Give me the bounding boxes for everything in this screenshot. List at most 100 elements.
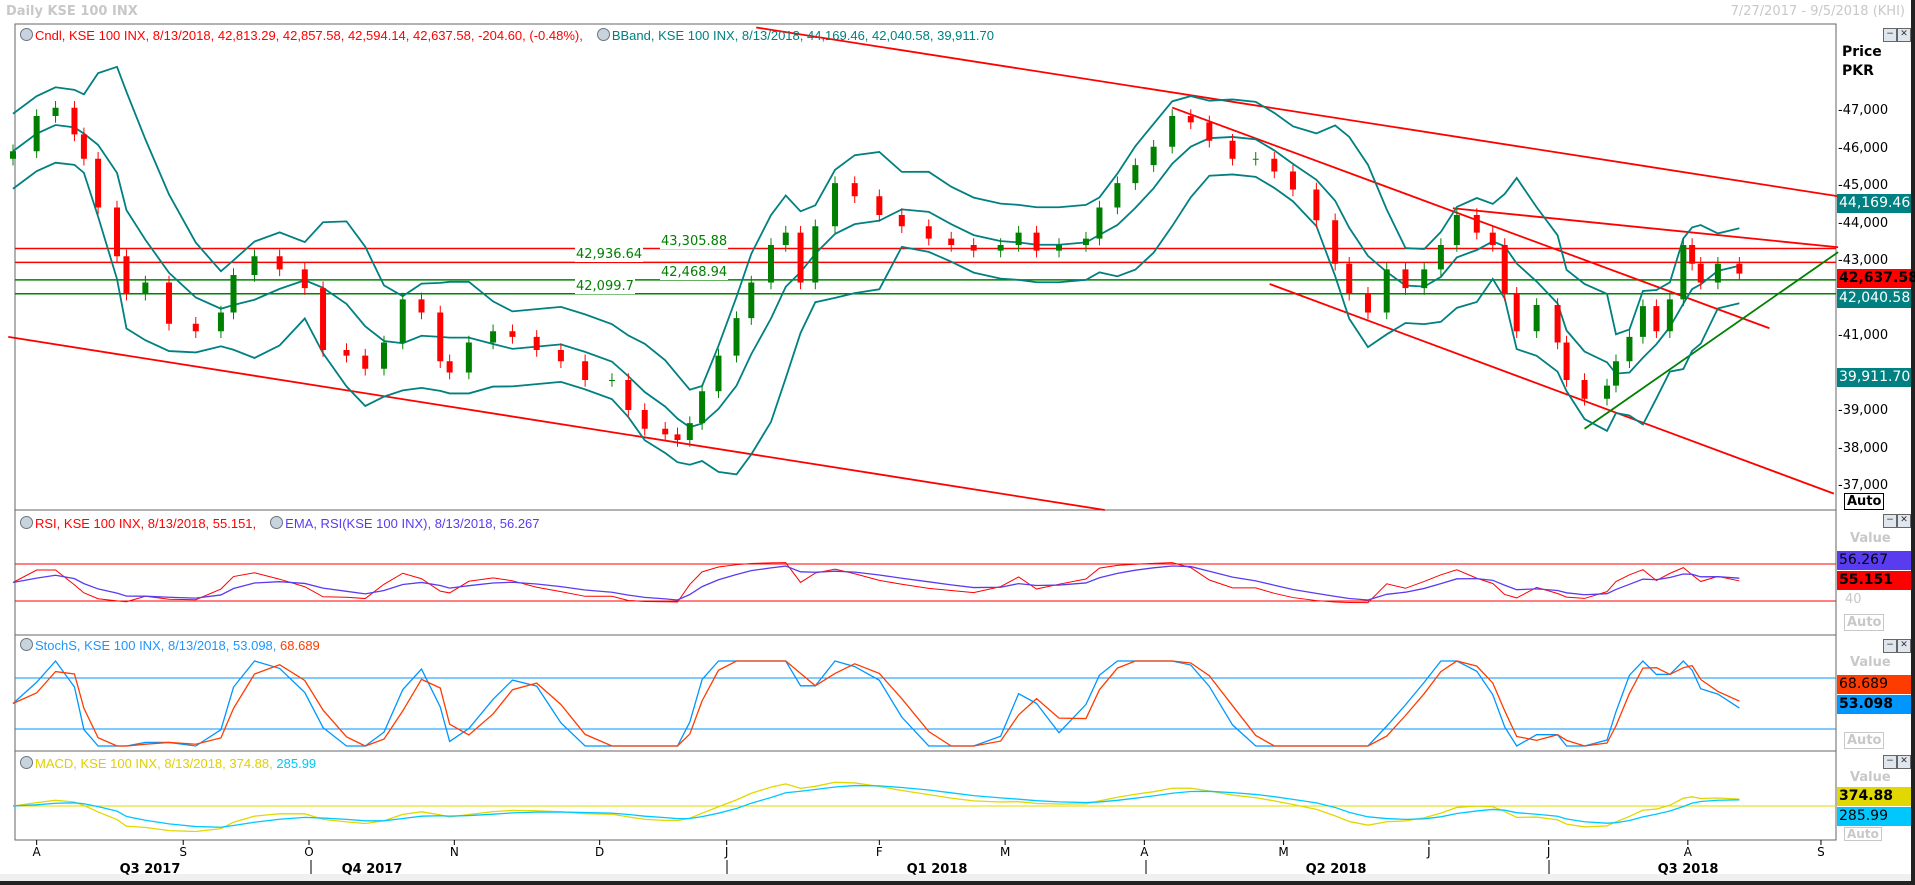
- candle: [343, 350, 350, 356]
- level-label: 42,936.64: [575, 247, 644, 263]
- rsi-auto-button[interactable]: Auto: [1844, 614, 1885, 631]
- candle: [1346, 263, 1353, 294]
- candle: [1033, 232, 1040, 251]
- clock-icon[interactable]: [20, 28, 33, 41]
- candle: [320, 288, 327, 350]
- candle: [533, 336, 540, 350]
- candle: [1639, 306, 1646, 337]
- candle: [1364, 293, 1371, 313]
- candle: [1533, 305, 1540, 332]
- level-label: 43,305.88: [660, 233, 729, 249]
- minimize-icon[interactable]: −: [1883, 28, 1897, 42]
- price-auto-button[interactable]: Auto: [1844, 493, 1885, 510]
- close-icon[interactable]: ✕: [1897, 755, 1911, 769]
- close-icon[interactable]: ✕: [1897, 639, 1911, 653]
- quarter-label: Q2 2018: [1305, 862, 1367, 877]
- trendline: [1269, 283, 1835, 495]
- bb-mid-label: 42,040.58: [1837, 289, 1911, 308]
- month-label: J: [1427, 845, 1431, 859]
- candle: [1206, 122, 1213, 141]
- stoch-d-legend-text: 68.689: [280, 638, 320, 653]
- rsi-legend-row: RSI, KSE 100 INX, 8/13/2018, 55.151, EMA…: [20, 516, 540, 531]
- month-label: S: [1817, 845, 1825, 859]
- candle: [1421, 269, 1428, 289]
- stoch-k-value-label: 53.098: [1837, 695, 1911, 714]
- candle: [812, 226, 819, 283]
- price-tick: -47,000: [1838, 103, 1889, 118]
- candle: [1114, 183, 1121, 208]
- candle: [1150, 146, 1157, 166]
- clock-icon[interactable]: [20, 638, 33, 651]
- candle: [251, 256, 258, 275]
- candle: [230, 275, 237, 313]
- candle: [876, 196, 883, 215]
- clock-icon[interactable]: [20, 756, 33, 769]
- candle: [166, 282, 173, 324]
- trendline: [1171, 106, 1770, 330]
- minimize-icon[interactable]: −: [1883, 755, 1897, 769]
- minimize-icon[interactable]: −: [1883, 639, 1897, 653]
- candle: [1489, 232, 1496, 245]
- macd-legend: MACD, KSE 100 INX, 8/13/2018, 374.88, 28…: [20, 756, 316, 771]
- candle: [767, 245, 774, 283]
- horizontal-scrollbar[interactable]: [0, 874, 1911, 881]
- candle: [832, 183, 839, 227]
- bband-upper-line: [12, 65, 1740, 391]
- bband-legend-text: BBand, KSE 100 INX, 8/13/2018, 44,169.46…: [611, 28, 994, 43]
- rsi-value-title: Value: [1850, 531, 1891, 546]
- signal-value-label: 285.99: [1837, 807, 1911, 826]
- minimize-icon[interactable]: −: [1883, 514, 1897, 528]
- rsi-value-label: 55.151: [1837, 571, 1911, 590]
- ema-legend-text: EMA, RSI(KSE 100 INX), 8/13/2018, 56.267: [285, 516, 540, 531]
- bband-legend: BBand, KSE 100 INX, 8/13/2018, 44,169.46…: [596, 28, 994, 43]
- candle: [699, 391, 706, 424]
- ema-value-label: 56.267: [1837, 551, 1911, 570]
- price-legend-row: Cndl, KSE 100 INX, 8/13/2018, 42,813.29,…: [20, 28, 994, 43]
- candle: [490, 331, 497, 343]
- clock-icon[interactable]: [270, 516, 284, 529]
- price-tick: -39,000: [1838, 403, 1889, 418]
- candle: [686, 423, 693, 440]
- stoch-auto-button[interactable]: Auto: [1844, 732, 1885, 749]
- month-label: A: [1140, 845, 1149, 859]
- rsi-tick-40: 40: [1845, 592, 1862, 607]
- candle: [797, 232, 804, 283]
- quarter-label: Q1 2018: [906, 862, 968, 877]
- candle: [557, 350, 564, 362]
- candle: [1581, 380, 1588, 399]
- candle: [733, 318, 740, 356]
- candle: [71, 107, 78, 135]
- candle: [301, 269, 308, 289]
- candle: [970, 245, 977, 251]
- quarter-label: Q3 2018: [1657, 862, 1719, 877]
- candle: [1501, 245, 1508, 294]
- close-icon[interactable]: ✕: [1897, 514, 1911, 528]
- level-label: 42,099.7: [575, 278, 635, 294]
- date-range: 7/27/2017 - 9/5/2018 (KHI): [1730, 4, 1905, 19]
- candle: [399, 299, 406, 343]
- ema-legend: EMA, RSI(KSE 100 INX), 8/13/2018, 56.267: [270, 516, 540, 531]
- clock-icon[interactable]: [596, 28, 610, 41]
- month-label: A: [32, 845, 41, 859]
- candle-legend: Cndl, KSE 100 INX, 8/13/2018, 42,813.29,…: [20, 28, 583, 43]
- price-tick: -38,000: [1838, 440, 1889, 456]
- clock-icon[interactable]: [20, 516, 33, 529]
- macd-signal-line: [12, 784, 1740, 828]
- stoch-legend-text: StochS, KSE 100 INX, 8/13/2018, 53.098,: [35, 638, 277, 653]
- candle: [851, 183, 858, 197]
- candle: [674, 434, 681, 440]
- candle: [1169, 116, 1176, 147]
- candle: [1453, 215, 1460, 245]
- month-label: A: [1683, 845, 1692, 859]
- candle: [114, 207, 121, 257]
- bband-lower-line: [12, 161, 1740, 476]
- price-tick: -41,000: [1838, 328, 1889, 343]
- close-icon[interactable]: ✕: [1897, 28, 1911, 42]
- price-axis-title: Price: [1842, 44, 1882, 60]
- candle: [80, 134, 87, 159]
- macd-auto-button[interactable]: Auto: [1844, 827, 1882, 841]
- candle: [1689, 245, 1696, 264]
- rsi-line: [12, 562, 1740, 604]
- candle: [625, 380, 632, 410]
